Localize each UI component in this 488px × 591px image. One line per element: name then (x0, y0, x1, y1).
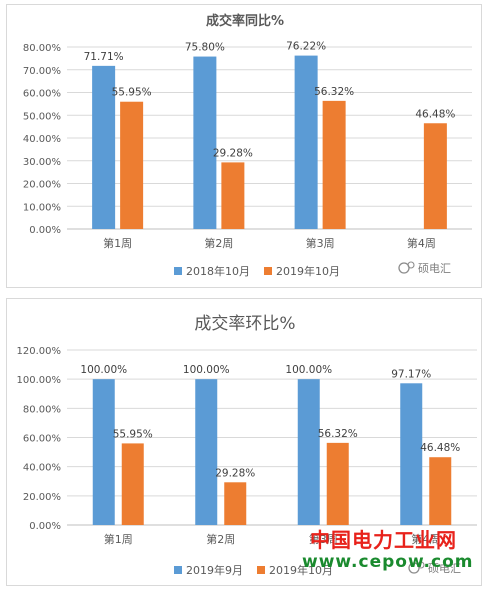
y-tick-label: 20.00% (23, 180, 61, 191)
bar (193, 56, 217, 230)
y-tick-label: 70.00% (23, 66, 61, 77)
y-tick-label: 40.00% (23, 134, 61, 145)
data-label: 100.00% (80, 364, 127, 376)
legend-label: 2019年9月 (186, 563, 243, 577)
legend-swatch (264, 267, 272, 275)
data-label: 29.28% (213, 147, 253, 159)
bar (121, 443, 144, 525)
y-tick-label: 60.00% (23, 434, 61, 445)
watermark-logo-icon (398, 261, 415, 274)
chart-panel-yoy: 成交率同比% 0.00% 10.00% 20.00% 30.00% 40.00% 50.00… (6, 4, 482, 288)
y-tick-label: 40.00% (23, 463, 61, 474)
legend-swatch (174, 267, 182, 275)
data-label: 100.00% (183, 364, 230, 376)
data-label: 46.48% (415, 108, 455, 120)
bar (400, 383, 423, 525)
y-tick-label: 120.00% (17, 346, 62, 357)
bar (92, 65, 116, 230)
chart-title: 成交率环比% (194, 314, 295, 334)
y-tick-label: 10.00% (23, 202, 61, 213)
x-tick-label: 第4周 (411, 532, 440, 546)
bar (224, 482, 247, 525)
bar (429, 457, 452, 525)
bar (322, 100, 346, 229)
watermark-logo-icon (408, 561, 425, 574)
bar (326, 442, 349, 525)
chart-yoy-svg: 成交率同比% 0.00% 10.00% 20.00% 30.00% 40.00% 50.00… (23, 13, 472, 278)
data-label: 56.32% (314, 86, 354, 98)
y-tick-label: 50.00% (23, 111, 61, 122)
bar (294, 55, 318, 229)
chart-title: 成交率同比% (206, 13, 284, 29)
watermark-logo-ring (408, 562, 420, 574)
data-label: 55.95% (113, 428, 153, 440)
data-label: 71.71% (84, 51, 124, 63)
y-tick-label: 0.00% (29, 521, 61, 532)
data-label: 76.22% (286, 41, 326, 53)
data-label: 75.80% (185, 42, 225, 54)
y-tick-label: 30.00% (23, 157, 61, 168)
bar (195, 379, 218, 525)
legend-label: 2019年10月 (276, 264, 340, 278)
bar (120, 101, 144, 229)
watermark-text: 硕电汇 (418, 262, 451, 275)
x-tick-label: 第3周 (306, 236, 335, 250)
data-label: 97.17% (391, 368, 431, 380)
chart-panel-mom: 成交率环比% 0.00% 20.00% 40.00% 60.00% 80.00% 100.0… (6, 298, 482, 586)
legend-swatch (174, 566, 182, 574)
brand-url: www.cepow.com (302, 552, 474, 572)
x-tick-label: 第2周 (206, 532, 235, 546)
data-label: 46.48% (420, 442, 460, 454)
watermark-logo-dot (417, 561, 425, 569)
data-label: 55.95% (112, 87, 152, 99)
watermark-logo-dot (407, 261, 415, 269)
data-label: 100.00% (285, 364, 332, 376)
x-tick-label: 第2周 (204, 236, 233, 250)
bar (297, 379, 320, 525)
y-tick-label: 80.00% (23, 43, 61, 54)
legend-label: 2019年10月 (269, 563, 333, 577)
x-tick-label: 第1周 (104, 532, 133, 546)
x-tick-label: 第1周 (103, 236, 132, 250)
y-tick-label: 0.00% (29, 225, 61, 236)
chart-mom-svg: 成交率环比% 0.00% 20.00% 40.00% 60.00% 80.00% 100.0… (17, 314, 477, 577)
bar (92, 379, 115, 525)
y-tick-label: 60.00% (23, 89, 61, 100)
legend-label: 2018年10月 (186, 264, 250, 278)
bar (423, 123, 447, 229)
watermark-text: 硕电汇 (428, 562, 461, 575)
y-tick-label: 100.00% (17, 375, 62, 386)
x-tick-label: 第4周 (407, 236, 436, 250)
brand-name: 中国电力工业网 (310, 528, 457, 552)
data-label: 56.32% (318, 428, 358, 440)
legend-swatch (257, 566, 265, 574)
bar (221, 162, 245, 229)
y-tick-label: 80.00% (23, 404, 61, 415)
x-tick-label: 第3周 (309, 532, 338, 546)
watermark-logo-ring (398, 262, 410, 274)
y-tick-label: 20.00% (23, 492, 61, 503)
data-label: 29.28% (215, 467, 255, 479)
